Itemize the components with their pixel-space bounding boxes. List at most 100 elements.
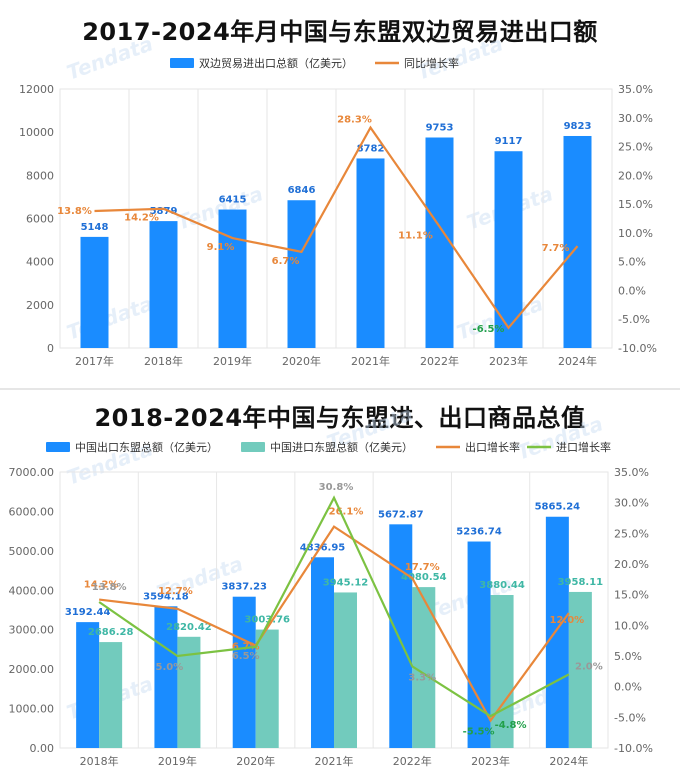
- bar-value-label: 4836.95: [300, 542, 346, 553]
- bar: [149, 221, 178, 348]
- legend-swatch: [170, 58, 194, 68]
- legend-swatch: [241, 442, 265, 452]
- x-tick-label: 2023年: [471, 754, 510, 768]
- y-tick-label: 6000: [26, 213, 54, 226]
- chart-1-title: 2017-2024年月中国与东盟双边贸易进出口额: [82, 18, 598, 46]
- bar: [494, 151, 523, 348]
- y2-tick-label: 15.0%: [618, 198, 653, 211]
- x-tick-label: 2021年: [351, 354, 390, 368]
- line-value-label: 11.1%: [398, 231, 433, 242]
- x-tick-label: 2020年: [236, 754, 275, 768]
- y2-tick-label: 35.0%: [618, 83, 653, 96]
- bar-value-label: 6846: [288, 185, 316, 196]
- line-value-label: 14.2%: [124, 213, 159, 224]
- x-tick-label: 2021年: [315, 754, 354, 768]
- y-tick-label: 2000.00: [9, 663, 55, 676]
- y2-tick-label: 25.0%: [614, 527, 649, 540]
- x-tick-label: 2019年: [213, 354, 252, 368]
- watermark-text: Tendata: [64, 291, 157, 344]
- y-tick-label: 4000.00: [9, 584, 55, 597]
- bar-value-label: 5148: [81, 222, 109, 233]
- y2-tick-label: -5.0%: [614, 711, 646, 724]
- watermark-text: Tendata: [514, 411, 607, 464]
- legend-swatch: [46, 442, 70, 452]
- x-tick-label: 2022年: [420, 354, 459, 368]
- y2-tick-label: 25.0%: [618, 141, 653, 154]
- bar: [563, 135, 592, 348]
- y-tick-label: 0: [47, 342, 54, 355]
- line-value-label: 13.8%: [92, 582, 127, 593]
- bar: [255, 629, 279, 748]
- bar-value-label: 2820.42: [166, 622, 212, 633]
- line-value-label: 14.2%: [84, 580, 119, 591]
- x-tick-label: 2018年: [80, 754, 119, 768]
- y-tick-label: 3000.00: [9, 624, 55, 637]
- bar: [232, 596, 256, 748]
- y2-tick-label: 30.0%: [618, 112, 653, 125]
- legend-label: 出口增长率: [465, 440, 520, 454]
- bar-value-label: 5865.24: [535, 502, 581, 513]
- bar-value-label: 3594.18: [143, 591, 189, 602]
- y2-tick-label: 5.0%: [614, 650, 642, 663]
- x-tick-label: 2020年: [282, 354, 321, 368]
- line-value-label: 3.3%: [408, 672, 436, 683]
- y-tick-label: 5000.00: [9, 545, 55, 558]
- y-tick-label: 2000: [26, 299, 54, 312]
- bar: [311, 557, 334, 748]
- legend-label: 进口增长率: [556, 440, 611, 454]
- y2-tick-label: 10.0%: [614, 619, 649, 632]
- bar-value-label: 9753: [426, 122, 454, 133]
- x-tick-label: 2022年: [393, 754, 432, 768]
- legend-label: 中国出口东盟总额（亿美元）: [75, 440, 218, 454]
- line-value-label: 12.0%: [550, 615, 585, 626]
- bar: [425, 137, 454, 348]
- line-value-label: 6.7%: [272, 256, 300, 267]
- bar-value-label: 3945.12: [323, 577, 369, 588]
- y2-tick-label: -5.0%: [618, 313, 650, 326]
- legend-label: 双边贸易进出口总额（亿美元）: [199, 56, 353, 70]
- y-tick-label: 4000: [26, 256, 54, 269]
- y-tick-label: 7000.00: [9, 466, 55, 479]
- x-tick-label: 2024年: [558, 354, 597, 368]
- bar-value-label: 3192.44: [65, 607, 111, 618]
- y2-tick-label: 10.0%: [618, 227, 653, 240]
- y2-tick-label: 35.0%: [614, 466, 649, 479]
- bar: [490, 594, 514, 748]
- bar-value-label: 3003.76: [244, 615, 290, 626]
- line-value-label: 28.3%: [337, 115, 372, 126]
- chart-1-svg: TendataTendataTendataTendataTendataTenda…: [19, 31, 657, 368]
- line-value-label: -5.5%: [463, 726, 495, 737]
- y-tick-label: 12000: [19, 83, 54, 96]
- line-value-label: 12.7%: [158, 586, 193, 597]
- y-tick-label: 6000.00: [9, 505, 55, 518]
- chart-panel-2: 2018-2024年中国与东盟进、出口商品总值 Tendata Tendata Te…: [0, 388, 680, 782]
- line-value-label: 30.8%: [319, 482, 354, 493]
- y-tick-label: 0.00: [30, 742, 55, 755]
- x-tick-label: 2023年: [489, 354, 528, 368]
- bar: [568, 591, 592, 748]
- bar: [545, 516, 569, 748]
- y2-tick-label: 30.0%: [614, 497, 649, 510]
- chart-panel-1: 2017-2024年月中国与东盟双边贸易进出口额 Tendata Tendata T…: [0, 0, 680, 388]
- bar: [356, 158, 385, 348]
- bar: [76, 622, 100, 748]
- y2-tick-label: 20.0%: [614, 558, 649, 571]
- bar-value-label: 5236.74: [456, 527, 502, 538]
- bar-value-label: 5672.87: [378, 509, 424, 520]
- x-tick-label: 2018年: [144, 354, 183, 368]
- y-tick-label: 8000: [26, 169, 54, 182]
- y2-tick-label: 5.0%: [618, 256, 646, 269]
- line-value-label: -4.8%: [495, 720, 527, 731]
- line-value-label: 9.1%: [207, 242, 235, 253]
- y-tick-label: 10000: [19, 126, 54, 139]
- bar-value-label: 4080.54: [401, 572, 447, 583]
- y2-tick-label: -10.0%: [614, 742, 653, 755]
- bar: [80, 236, 109, 348]
- line-series: [99, 525, 570, 723]
- watermark-text: Tendata: [64, 31, 157, 84]
- x-tick-label: 2017年: [75, 354, 114, 368]
- bar: [412, 587, 436, 748]
- chart-2-svg: TendataTendataTendataTendataTendataTenda…: [9, 401, 653, 768]
- y2-tick-label: 15.0%: [614, 589, 649, 602]
- line-value-label: 17.7%: [405, 562, 440, 573]
